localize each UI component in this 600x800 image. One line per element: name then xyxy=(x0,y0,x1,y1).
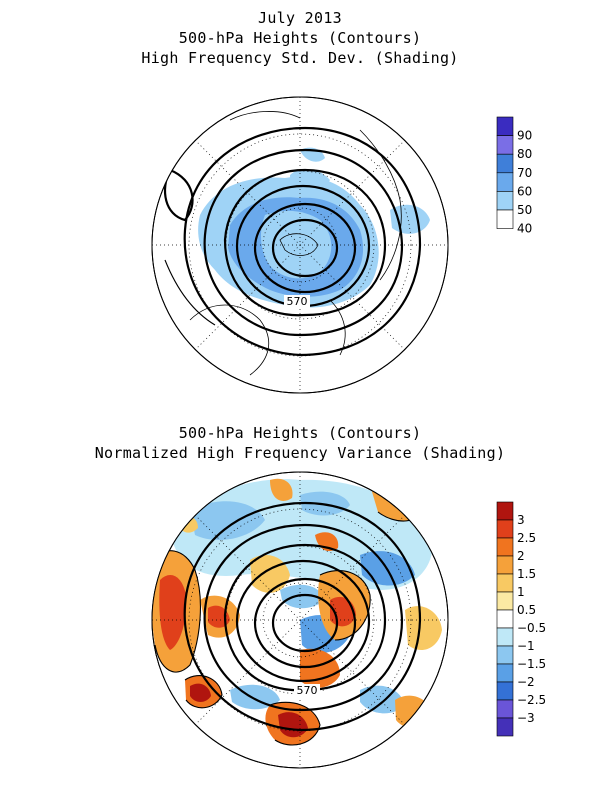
bottom-height-contours xyxy=(183,501,422,732)
bottom-map-title: 500-hPa Heights (Contours) Normalized Hi… xyxy=(0,423,600,463)
bottom-colorbar-swatch xyxy=(496,591,514,611)
bottom-colorbar-label: −2 xyxy=(517,675,535,689)
top-height-contours xyxy=(163,126,422,357)
top-colorbar-swatch xyxy=(496,191,514,211)
bottom-colorbar-swatch xyxy=(496,609,514,629)
top-colorbar-label: 40 xyxy=(517,222,532,236)
bottom-colorbar-label: 2.5 xyxy=(517,531,536,545)
bottom-colorbar-swatch xyxy=(496,645,514,665)
top-colorbar-label: 90 xyxy=(517,129,532,143)
bottom-colorbar-label: −2.5 xyxy=(517,693,546,707)
top-colorbar-label: 50 xyxy=(517,203,532,217)
top-colorbar-swatch xyxy=(496,135,514,155)
top-colorbar-label: 80 xyxy=(517,147,532,161)
bottom-colorbar-label: −1 xyxy=(517,639,535,653)
bottom-colorbar-label: 1.5 xyxy=(517,567,536,581)
top-colorbar-swatch xyxy=(496,172,514,192)
bottom-colorbar-swatch xyxy=(496,681,514,701)
bottom-colorbar-label: −0.5 xyxy=(517,621,546,635)
top-colorbar-swatch xyxy=(496,209,514,229)
bottom-colorbar-label: −3 xyxy=(517,711,535,725)
bottom-colorbar-swatch xyxy=(496,555,514,575)
bottom-colorbar-label: 2 xyxy=(517,549,525,563)
bottom-colorbar-label: −1.5 xyxy=(517,657,546,671)
bottom-colorbar-swatch xyxy=(496,699,514,719)
bottom-contour-label: 570 xyxy=(297,684,318,697)
bottom-colorbar-label: 1 xyxy=(517,585,525,599)
top-colorbar-label: 60 xyxy=(517,184,532,198)
top-colorbar-swatch xyxy=(496,153,514,174)
bottom-colorbar-swatch xyxy=(496,537,514,557)
bottom-colorbar-swatch xyxy=(496,573,514,593)
bottom-colorbar: 3 2.5 2 1.5 1 0.5 −0.5 −1 −1.5 −2 −2.5 −3 xyxy=(496,501,546,737)
top-colorbar: 90 80 70 60 50 40 xyxy=(496,116,532,236)
top-polar-map: 570 xyxy=(151,96,449,394)
top-shading-field xyxy=(198,147,430,308)
bottom-colorbar-label: 0.5 xyxy=(517,603,536,617)
top-colorbar-label: 70 xyxy=(517,166,532,180)
bottom-title-contours: 500-hPa Heights (Contours) xyxy=(178,424,422,442)
top-title-shading: High Frequency Std. Dev. (Shading) xyxy=(141,49,459,67)
bottom-colorbar-swatch xyxy=(496,519,514,539)
bottom-colorbar-label: 3 xyxy=(517,513,525,527)
top-map-title: July 2013 500-hPa Heights (Contours) Hig… xyxy=(0,8,600,68)
top-title-date: July 2013 xyxy=(258,9,342,27)
bottom-colorbar-swatch xyxy=(496,501,514,521)
top-title-contours: 500-hPa Heights (Contours) xyxy=(178,29,422,47)
top-contour-label: 570 xyxy=(287,295,308,308)
bottom-colorbar-swatch xyxy=(496,717,514,737)
top-colorbar-swatch xyxy=(496,116,514,136)
bottom-title-shading: Normalized High Frequency Variance (Shad… xyxy=(94,444,506,462)
bottom-polar-map: 570 xyxy=(151,471,449,769)
bottom-colorbar-swatch xyxy=(496,663,514,683)
bottom-colorbar-swatch xyxy=(496,627,514,647)
